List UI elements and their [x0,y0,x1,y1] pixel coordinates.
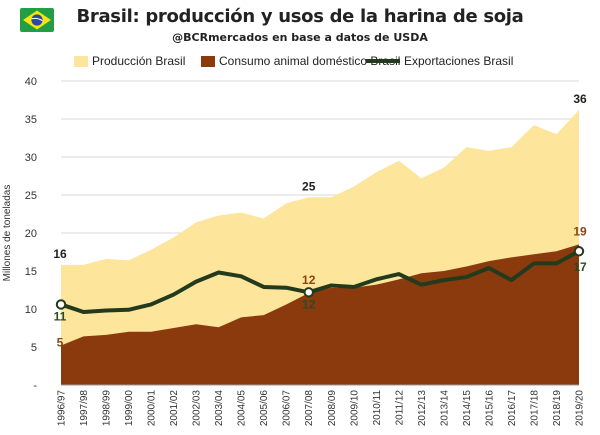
data-label: 25 [302,179,316,193]
chart-title: Brasil: producción y usos de la harina d… [76,6,524,27]
data-label: 19 [573,224,587,238]
data-label: 12 [302,297,316,311]
chart-subtitle: @BCRmercados en base a datos de USDA [172,31,428,44]
y-tick-label: 25 [25,190,37,202]
legend-item-exports: Exportaciones Brasil [366,52,513,70]
x-tick-label: 2000/01 [147,390,158,427]
marker-exports [573,246,585,257]
x-tick-label: 2011/12 [394,390,405,426]
x-tick-label: 1999/00 [124,390,135,427]
x-tick-label: 2016/17 [507,390,518,427]
data-label: 17 [573,260,587,274]
x-tick-label: 2012/13 [417,390,428,427]
x-tick-label: 2003/04 [214,390,225,427]
legend-item-consumption: Consumo animal doméstico Brasil [201,52,400,70]
y-tick-label: 35 [25,114,37,126]
x-tick-label: 2001/02 [169,390,180,427]
x-tick-label: 2019/20 [575,390,586,427]
legend-item-production: Producción Brasil [74,52,185,70]
x-tick-label: 2007/08 [304,390,315,427]
legend-label-consumption: Consumo animal doméstico Brasil [219,54,401,68]
data-label: 36 [573,92,587,106]
x-tick-label: 2008/09 [327,390,338,427]
y-tick-label: 30 [25,152,37,164]
x-tick-label: 1997/98 [79,390,90,427]
x-tick-label: 2013/14 [439,390,450,427]
y-tick-label: 10 [25,304,37,316]
x-tick-label: 2006/07 [282,390,293,427]
brazil-flag-icon [20,8,54,32]
marker-exports [303,287,314,298]
x-tick-label: 2015/16 [484,390,495,427]
legend-swatch-exports [366,59,400,63]
x-tick-label: 2002/03 [192,390,203,427]
y-tick-label: 20 [25,228,37,240]
legend-swatch-production [74,55,88,67]
legend-label-exports: Exportaciones Brasil [404,54,514,68]
x-tick-label: 1996/97 [57,390,68,427]
x-tick-label: 2014/15 [462,390,473,427]
y-tick-label: - [33,380,37,392]
line-exports [59,249,581,315]
y-tick-label: 15 [25,266,37,278]
data-label: 16 [53,247,67,261]
x-tick-label: 2009/10 [349,390,360,427]
data-label: 11 [54,309,67,323]
chart-legend: Producción Brasil Consumo animal domésti… [0,52,600,70]
legend-label-production: Producción Brasil [92,54,186,68]
x-tick-label: 2010/11 [372,390,383,426]
marker-exports [55,299,67,310]
data-label: 12 [302,273,316,287]
legend-swatch-consumption [201,55,215,67]
x-tick-label: 1998/99 [102,390,113,427]
y-axis-label: Millones de toneladas [2,185,13,282]
x-tick-label: 2004/05 [237,390,248,427]
y-tick-label: 40 [25,76,37,88]
x-tick-label: 2017/18 [529,390,540,427]
data-label: 5 [57,335,64,349]
x-tick-label: 2005/06 [259,390,270,427]
x-tick-label: 2018/19 [552,390,563,427]
y-tick-label: 5 [31,342,37,354]
